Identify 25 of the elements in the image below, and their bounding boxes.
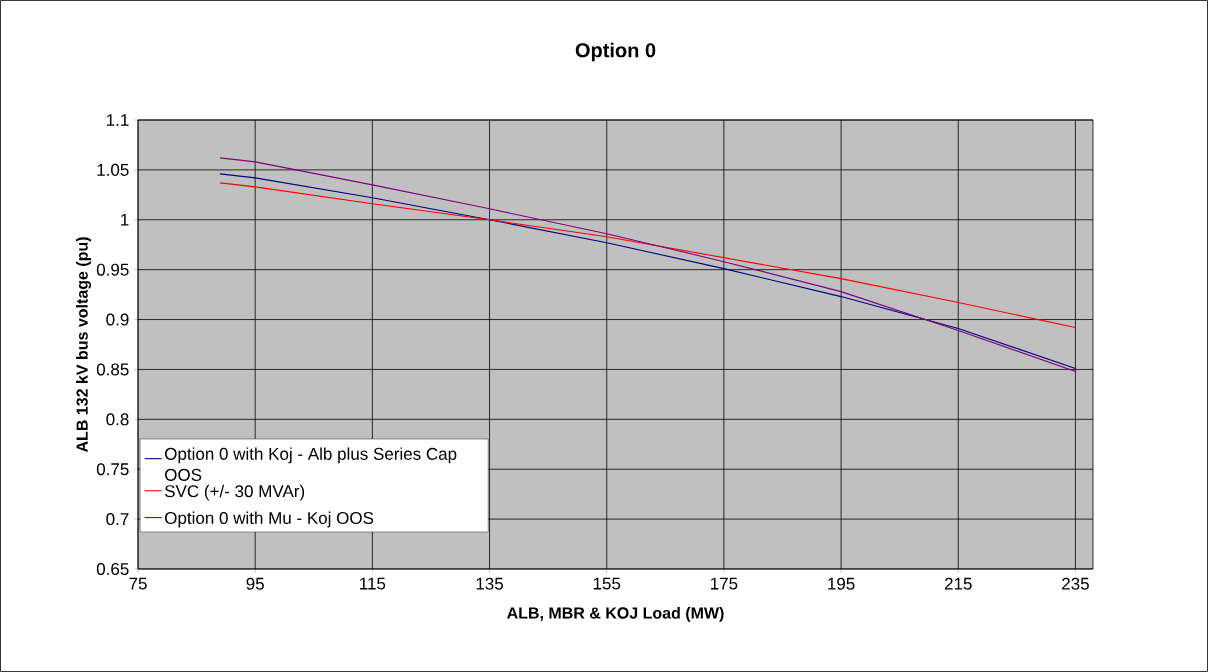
x-tick-label: 115 [360,577,386,590]
y-tick-label: 1 [121,213,129,226]
y-tick-label: 0.9 [106,313,129,326]
y-tick-label: 0.75 [96,463,129,476]
x-axis-title: ALB, MBR & KOJ Load (MW) [507,606,724,622]
x-tick-label: 175 [711,577,738,590]
x-tick-label: 195 [828,577,855,590]
y-axis-title: ALB 132 kV bus voltage (pu) [76,237,92,453]
chart-title: Option 0 [575,42,656,62]
y-tick-label: 0.85 [96,363,129,376]
y-tick-label: 1.05 [97,163,129,176]
x-tick-label: 235 [1062,577,1089,590]
x-tick-label: 215 [944,577,972,590]
legend-label: Option 0 with Koj - Alb plus Series Cap OOS [165,447,457,481]
x-tick-label: 95 [246,577,264,590]
y-tick-label: 0.95 [96,263,129,276]
y-tick-label: 0.65 [96,562,129,576]
x-tick-label: 75 [129,577,147,590]
x-tick-label: 155 [593,577,621,590]
y-tick-label: 1.1 [106,114,129,126]
y-tick-label: 0.8 [106,413,129,426]
y-tick-label: 0.7 [106,513,129,526]
x-tick-label: 135 [476,577,503,590]
legend-label: SVC (+/- 30 MVAr) [164,484,305,501]
legend-label: Option 0 with Mu - Koj OOS [165,511,374,528]
